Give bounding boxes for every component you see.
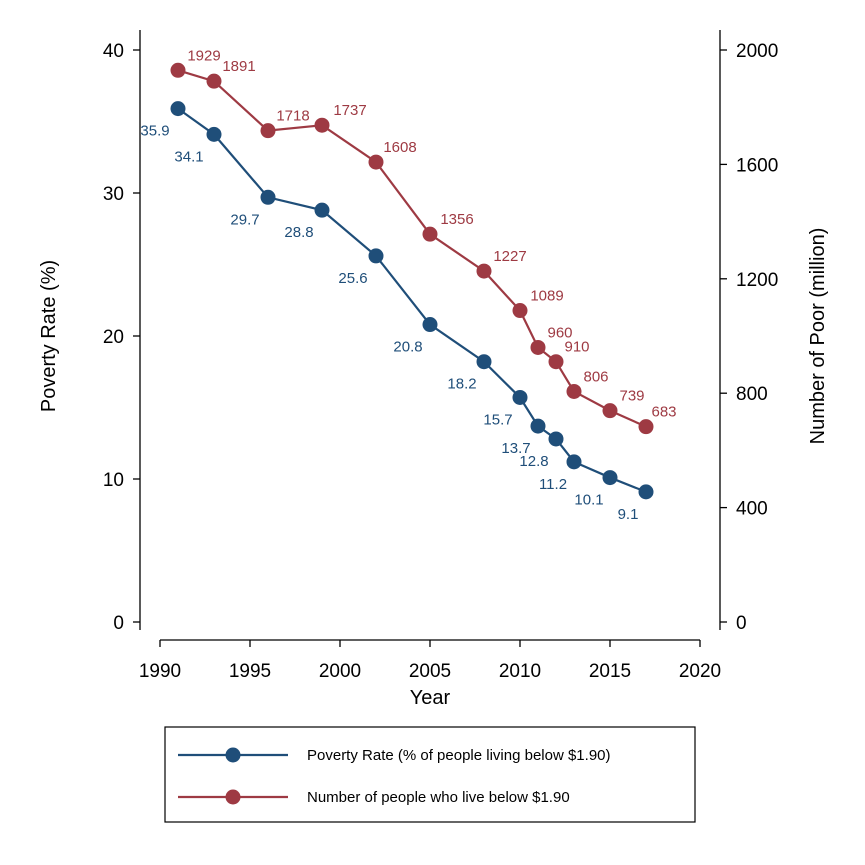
series-1-point: [512, 389, 528, 405]
series-2-point: [206, 73, 222, 89]
series-1-data-label: 29.7: [230, 211, 259, 228]
series-1-point: [566, 454, 582, 470]
series-1-point: [170, 101, 186, 117]
series-2-point: [476, 263, 492, 279]
left-y-tick-label: 40: [103, 41, 124, 62]
series-2-data-label: 1089: [530, 288, 563, 305]
series-1-data-label: 15.7: [483, 411, 512, 428]
series-1-data-label: 10.1: [574, 492, 603, 509]
x-tick-label: 1995: [229, 661, 271, 682]
series-2-data-label: 1929: [187, 47, 220, 64]
series-2-point: [260, 123, 276, 139]
series-2-data-label: 1891: [222, 58, 255, 75]
left-y-axis-title: Poverty Rate (%): [38, 260, 60, 412]
series-2-data-label: 1227: [493, 248, 526, 265]
series-2-data-label: 739: [619, 388, 644, 405]
left-y-tick-label: 30: [103, 184, 124, 205]
axes: 1990 1995 2000 2005 2010 2015 2020010203040040…: [38, 30, 829, 709]
right-y-tick-label: 800: [736, 384, 768, 405]
series-1-point: [314, 202, 330, 218]
series-2-data-label: 806: [583, 368, 608, 385]
series-2-data-label: 1608: [383, 139, 416, 156]
series-2-data-label: 683: [651, 404, 676, 421]
series-2-data-label: 960: [547, 324, 572, 341]
series-2-point: [566, 383, 582, 399]
series-1-point: [422, 317, 438, 333]
series-1-data-label: 25.6: [338, 270, 367, 287]
legend: Poverty Rate (% of people living below $…: [164, 726, 696, 823]
legend-label: Number of people who live below $1.90: [307, 789, 570, 806]
x-tick-label: 1990: [139, 661, 181, 682]
series-1-data-label: 13.7: [501, 440, 530, 457]
x-tick-label: 2010: [499, 661, 541, 682]
legend-marker: [225, 789, 241, 805]
right-y-tick-label: 1200: [736, 270, 778, 291]
series-2-data-label: 910: [564, 339, 589, 356]
series-line-2: [177, 69, 647, 428]
plot-area: 35.9 34.1 29.7 28.8 25.6 20.8 18.2 15.7 13.712.8…: [140, 47, 676, 523]
series-1-point: [530, 418, 546, 434]
series-1-data-label: 35.9: [140, 123, 169, 140]
right-y-tick-label: 1600: [736, 155, 778, 176]
x-tick-label: 2000: [319, 661, 361, 682]
series-2-data-label: 1356: [440, 211, 473, 228]
series-2-data-label: 1737: [333, 102, 366, 119]
series-2-point: [422, 226, 438, 242]
series-2-point: [368, 154, 384, 170]
right-y-axis-title: Number of Poor (million): [807, 228, 829, 445]
left-y-tick-label: 0: [113, 613, 124, 634]
series-2-point: [638, 419, 654, 435]
series-1-data-label: 9.1: [618, 506, 639, 523]
series-1-point: [260, 189, 276, 205]
right-y-tick-label: 2000: [736, 41, 778, 62]
right-y-tick-label: 0: [736, 613, 747, 634]
series-1-point: [368, 248, 384, 264]
series-1-point: [476, 354, 492, 370]
x-axis-title: Year: [410, 687, 451, 709]
series-1-data-label: 18.2: [447, 376, 476, 393]
series-2-point: [512, 303, 528, 319]
x-tick-label: 2005: [409, 661, 451, 682]
legend-box: [164, 726, 696, 823]
right-y-tick-label: 400: [736, 499, 768, 520]
left-y-tick-label: 10: [103, 470, 124, 491]
series-1-data-label: 34.1: [174, 148, 203, 165]
series-2-point: [602, 403, 618, 419]
series-2-point: [170, 62, 186, 78]
x-tick-label: 2015: [589, 661, 631, 682]
series-2-point: [548, 354, 564, 370]
series-1-data-label: 20.8: [393, 339, 422, 356]
series-1-point: [602, 470, 618, 486]
series-2-point: [530, 339, 546, 355]
series-2-data-label: 1718: [276, 108, 309, 125]
series-line-1: [177, 107, 647, 493]
series-1-data-label: 11.2: [539, 476, 567, 493]
series-1-point: [206, 126, 222, 142]
series-1-point: [548, 431, 564, 447]
left-y-tick-label: 20: [103, 327, 124, 348]
x-tick-label: 2020: [679, 661, 721, 682]
series-2-point: [314, 117, 330, 133]
series-1-data-label: 12.8: [519, 453, 548, 470]
series-1-point: [638, 484, 654, 500]
legend-marker: [225, 747, 241, 763]
legend-label: Poverty Rate (% of people living below $…: [307, 747, 611, 764]
series-1-data-label: 28.8: [284, 224, 313, 241]
